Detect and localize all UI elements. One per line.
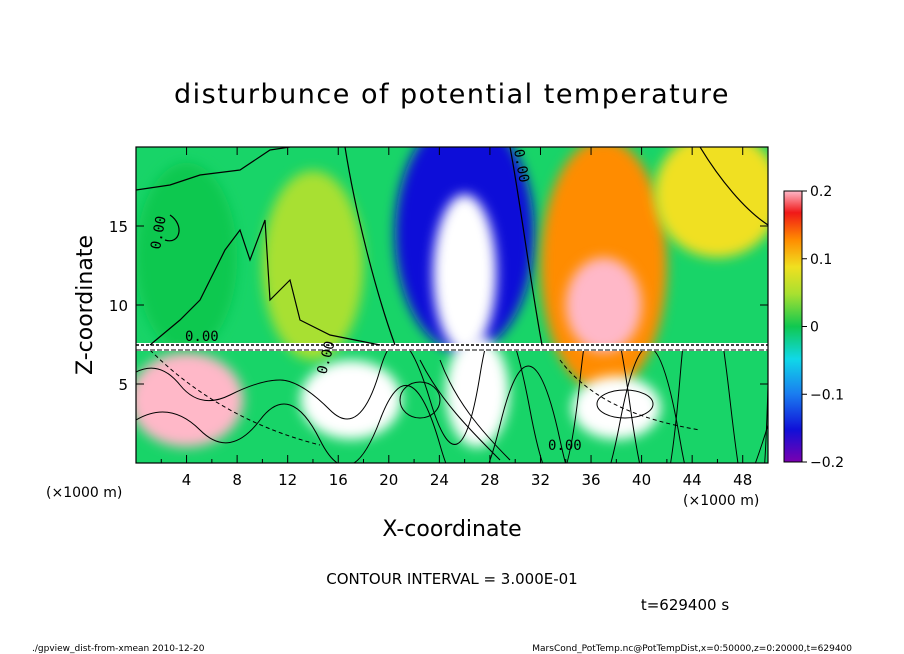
x-axis: 4 8 12 16 20 24 28 32 36 40 44 48 xyxy=(160,147,752,489)
footer-left: ./gpview_dist-from-xmean 2010-12-20 xyxy=(32,644,205,654)
colorbar-gradient xyxy=(783,190,803,463)
plot-area: 0.00 0.00 0.00 0.00 0.00 xyxy=(135,146,769,464)
zero-contours xyxy=(136,147,768,346)
colorbar-tick-label: 0.1 xyxy=(810,252,832,268)
time-stamp-text: t=629400 s xyxy=(641,596,729,614)
y-tick-label: 5 xyxy=(118,376,128,394)
field-blob xyxy=(300,360,402,440)
x-tick-label: 20 xyxy=(379,471,398,489)
y-unit-label: (×1000 m) xyxy=(46,485,122,501)
y-axis: 5 10 15 xyxy=(109,218,768,394)
contour-label: 0.00 xyxy=(510,148,532,184)
contour-label: 0.00 xyxy=(185,329,219,345)
field-blob xyxy=(433,194,497,353)
lower-layer-contours xyxy=(136,346,768,463)
field-blob xyxy=(654,147,768,258)
x-tick-label: 28 xyxy=(480,471,499,489)
y-tick-label: 10 xyxy=(109,297,128,315)
colorbar: 0.2 0.1 0 −0.1 −0.2 xyxy=(783,184,844,471)
x-tick-label: 12 xyxy=(278,471,297,489)
x-tick-label: 40 xyxy=(632,471,651,489)
contour-interval-text: CONTOUR INTERVAL = 3.000E-01 xyxy=(326,570,577,588)
colorbar-tick-label: −0.2 xyxy=(810,455,844,471)
colorbar-tick-label: 0.2 xyxy=(810,184,832,200)
contour-label: 0.00 xyxy=(148,215,170,251)
colorbar-tick-label: 0 xyxy=(810,320,819,336)
x-tick-label: 8 xyxy=(232,471,242,489)
x-axis-label: X-coordinate xyxy=(382,517,521,542)
contour-label: 0.00 xyxy=(548,438,582,454)
x-tick-label: 36 xyxy=(581,471,600,489)
footer-right: MarsCond_PotTemp.nc@PotTempDist,x=0:5000… xyxy=(532,644,852,654)
field-blob xyxy=(262,170,364,361)
interface-band xyxy=(136,343,768,351)
x-tick-label: 16 xyxy=(329,471,348,489)
chart-title: disturbunce of potential temperature xyxy=(174,79,730,110)
field-blob xyxy=(136,352,244,448)
x-unit-label: (×1000 m) xyxy=(683,493,759,509)
y-tick-label: 15 xyxy=(109,218,128,236)
field-blob xyxy=(136,162,238,353)
field-blob xyxy=(565,257,642,353)
x-tick-label: 44 xyxy=(683,471,702,489)
x-tick-label: 48 xyxy=(733,471,752,489)
x-tick-label: 4 xyxy=(182,471,192,489)
x-tick-label: 24 xyxy=(430,471,449,489)
x-tick-label: 32 xyxy=(531,471,550,489)
y-axis-label: Z-coordinate xyxy=(73,235,98,375)
colorbar-tick-label: −0.1 xyxy=(810,387,844,403)
